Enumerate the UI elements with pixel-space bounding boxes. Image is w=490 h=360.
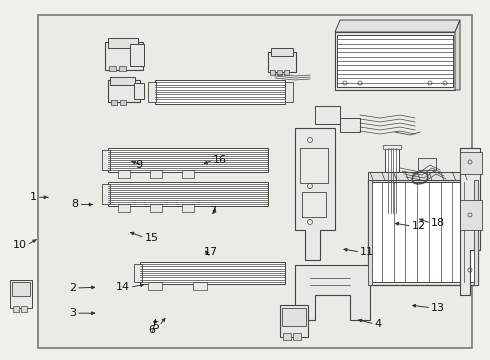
Text: 1: 1 (30, 192, 37, 202)
Text: 2: 2 (69, 283, 76, 293)
Bar (385, 148, 399, 213)
Bar (118, 204, 130, 212)
Bar (368, 180, 478, 285)
Polygon shape (295, 265, 370, 320)
Bar (21, 306, 27, 312)
Bar (293, 333, 301, 340)
Bar (13, 306, 19, 312)
Bar (109, 66, 116, 71)
Bar (368, 180, 372, 285)
Text: 11: 11 (360, 247, 374, 257)
Text: 15: 15 (145, 233, 159, 243)
Bar (337, 35, 453, 87)
Bar (105, 42, 143, 70)
Bar (182, 170, 194, 178)
Text: 10: 10 (13, 240, 27, 250)
Text: 17: 17 (204, 247, 218, 257)
Text: 16: 16 (213, 155, 227, 165)
Bar (12, 282, 30, 296)
Bar (155, 80, 285, 104)
Text: 14: 14 (116, 282, 130, 292)
Polygon shape (455, 20, 460, 90)
Bar (270, 70, 275, 75)
Polygon shape (295, 128, 335, 260)
Bar (134, 83, 144, 99)
Bar (182, 204, 194, 212)
Bar (118, 170, 130, 178)
Text: 9: 9 (135, 160, 142, 170)
Bar (108, 182, 268, 206)
Text: 4: 4 (375, 319, 382, 329)
Bar (282, 308, 306, 326)
Bar (120, 100, 126, 105)
Text: 6: 6 (148, 325, 155, 335)
Bar (150, 170, 162, 178)
Bar (150, 204, 162, 212)
Polygon shape (335, 20, 460, 32)
Bar (370, 182, 476, 282)
Bar (383, 145, 401, 149)
Text: 13: 13 (431, 303, 445, 313)
Polygon shape (460, 148, 480, 295)
Bar (119, 66, 126, 71)
Bar (130, 44, 144, 66)
Bar (277, 70, 282, 75)
Bar (474, 180, 478, 285)
Bar (134, 264, 142, 282)
Bar (285, 82, 293, 102)
Text: 7: 7 (210, 206, 217, 216)
Bar (300, 148, 328, 183)
Bar (108, 38, 138, 48)
Bar (315, 106, 340, 124)
Text: 12: 12 (412, 221, 426, 231)
Bar (102, 150, 110, 170)
Bar (110, 77, 135, 85)
Polygon shape (368, 172, 478, 180)
Bar (460, 200, 482, 230)
Bar (418, 158, 436, 170)
Bar (193, 282, 207, 290)
Bar (283, 333, 291, 340)
Bar (271, 48, 293, 56)
Bar (148, 282, 162, 290)
Bar (460, 152, 482, 174)
Bar (108, 80, 140, 102)
Bar (148, 82, 156, 102)
Bar (383, 212, 401, 216)
Text: 18: 18 (431, 218, 445, 228)
Bar (268, 52, 296, 72)
Text: 3: 3 (69, 308, 76, 318)
Bar (10, 280, 32, 308)
Bar (284, 70, 289, 75)
Text: 8: 8 (71, 199, 78, 210)
Bar (111, 100, 117, 105)
Bar (102, 184, 110, 204)
Bar (280, 305, 308, 337)
Bar (38, 15, 472, 348)
Text: 5: 5 (152, 321, 159, 331)
Bar (302, 192, 326, 217)
Bar (108, 148, 268, 172)
Bar (340, 118, 360, 132)
Bar (140, 262, 285, 284)
Bar (335, 32, 455, 90)
